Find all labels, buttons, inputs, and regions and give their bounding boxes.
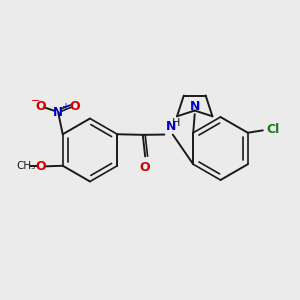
Text: Cl: Cl — [267, 123, 280, 136]
Text: N: N — [190, 100, 200, 113]
Text: O: O — [35, 100, 46, 112]
Text: H: H — [172, 118, 181, 128]
Text: −: − — [30, 96, 40, 106]
Text: O: O — [140, 161, 151, 174]
Text: O: O — [69, 100, 80, 112]
Text: CH₃: CH₃ — [16, 161, 35, 171]
Text: N: N — [166, 120, 177, 133]
Text: N: N — [53, 106, 63, 119]
Text: O: O — [36, 160, 46, 173]
Text: +: + — [61, 102, 69, 112]
